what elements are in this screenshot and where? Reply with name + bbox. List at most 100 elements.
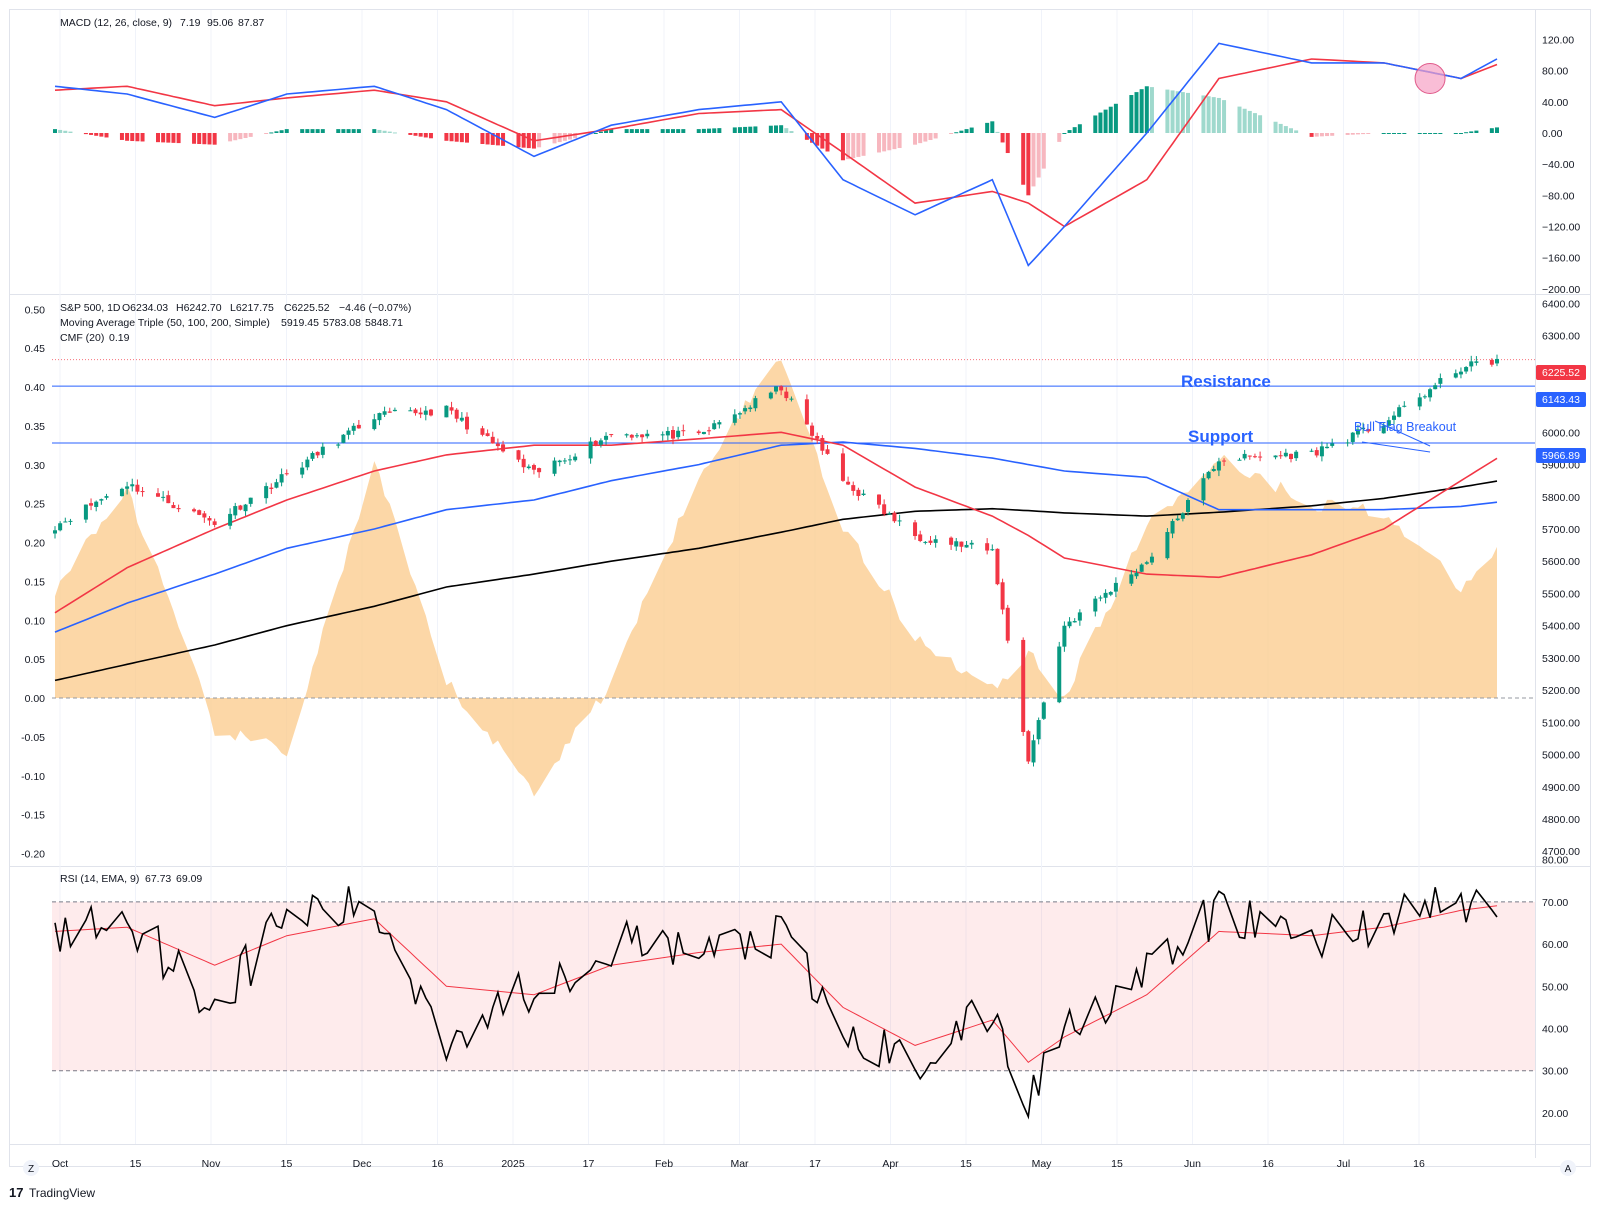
candle	[269, 483, 274, 494]
candle	[490, 431, 495, 444]
macd-hist-bar	[1041, 133, 1046, 169]
price-pane[interactable]: 6400.006300.006200.006100.006000.005900.…	[21, 298, 1586, 861]
macd-hist-bar	[1077, 124, 1082, 133]
bull-flag-drawing[interactable]	[1361, 420, 1431, 453]
candle	[94, 500, 99, 512]
macd-hist-bar	[1278, 123, 1283, 133]
cmf-tick: 0.25	[25, 499, 46, 511]
macd-hist-bar	[1355, 133, 1360, 135]
candle-body	[351, 425, 356, 431]
macd-tick: −80.00	[1542, 190, 1575, 202]
macd-pane[interactable]: 120.00 80.00 40.00 0.00 −40.00 −80.00 −120.00 −…	[53, 17, 1580, 296]
ma100-line	[54, 441, 1498, 633]
macd-hist-bar	[1206, 96, 1211, 133]
macd-hist-bar	[58, 129, 63, 133]
time-tick: 17	[809, 1158, 821, 1170]
rsi-ema-line	[54, 905, 1498, 1063]
candle-body	[1402, 405, 1407, 407]
candle-body	[1386, 420, 1391, 426]
candle	[428, 408, 433, 417]
macd-hist-bar	[1350, 133, 1355, 135]
macd-hist-bar	[645, 129, 650, 133]
candle	[1036, 717, 1041, 745]
z-button-label: Z	[28, 1164, 34, 1175]
candle	[408, 407, 413, 412]
bull-flag-label[interactable]: Bull Flag Breakout	[1354, 420, 1457, 434]
candle	[856, 487, 861, 501]
candle-body	[336, 444, 341, 446]
macd-hist-bar	[1036, 133, 1041, 178]
rsi-pane[interactable]: 80.00 70.00 60.00 50.00 40.00 30.00 20.00 RSI …	[52, 855, 1568, 1120]
candle-body	[851, 485, 856, 491]
macd-hist-bar	[1139, 89, 1144, 133]
candle-body	[387, 411, 392, 413]
candle	[1469, 355, 1474, 372]
candle-body	[1392, 415, 1396, 420]
candle	[1350, 431, 1355, 445]
candle	[634, 433, 639, 439]
candle	[320, 442, 325, 459]
candle	[624, 433, 629, 438]
candle-body	[568, 459, 572, 461]
candle-body	[1361, 427, 1366, 429]
a-button-label: A	[1565, 1164, 1572, 1175]
candle	[1289, 453, 1293, 463]
cmf-area	[55, 360, 1497, 797]
macd-hist-bar	[166, 133, 171, 143]
last-price-badge[interactable]: 6225.52	[1536, 365, 1586, 380]
candle-body	[1345, 442, 1350, 444]
macd-hist-bar	[1252, 113, 1257, 133]
candle	[372, 413, 377, 431]
candle-body	[768, 392, 773, 399]
macd-hist-bar	[707, 128, 712, 133]
candle-body	[104, 496, 109, 498]
candle-body	[341, 434, 346, 443]
tradingview-logo[interactable]: 17 TradingView	[9, 1185, 95, 1200]
rsi-tick: 70.00	[1542, 897, 1568, 909]
macd-hist-bar	[454, 133, 459, 142]
macd-hist-bar	[1433, 133, 1438, 134]
candle-body	[465, 416, 469, 430]
candle-body	[882, 504, 887, 515]
candle	[264, 482, 269, 504]
candle-body	[557, 460, 562, 463]
candle-body	[604, 435, 609, 440]
macd-hist-bar	[568, 133, 572, 140]
candle-body	[810, 425, 815, 436]
candle-body	[588, 441, 593, 459]
support-label[interactable]: Support	[1188, 427, 1253, 446]
time-tick: Feb	[655, 1158, 673, 1170]
flag-upper-line	[1374, 420, 1431, 447]
tradingview-logo-icon: 17	[9, 1185, 23, 1200]
candle-body	[985, 543, 990, 551]
candle-body	[928, 540, 933, 543]
macd-hist-bar	[753, 126, 758, 133]
time-tick: 17	[583, 1158, 595, 1170]
macd-hist-bar	[609, 129, 614, 133]
candle-body	[552, 460, 557, 474]
candle	[228, 508, 233, 530]
resistance-price-badge[interactable]: 6143.43	[1536, 392, 1586, 407]
macd-signal-line	[54, 58, 1498, 228]
high-value: H6242.70	[176, 302, 222, 314]
time-axis[interactable]: Oct 15 Nov 15 Dec 16 2025 17 Feb Mar 17 Apr 15 May 15 J…	[52, 1158, 1425, 1170]
macd-hist-bar	[284, 129, 289, 133]
macd-hist-bar	[413, 133, 418, 136]
price-tick: 5800.00	[1542, 492, 1580, 504]
macd-hist-bar	[784, 128, 789, 133]
low-value: L6217.75	[230, 302, 274, 314]
candle-body	[1289, 453, 1293, 460]
time-tick: 15	[281, 1158, 293, 1170]
candle-body	[382, 411, 387, 415]
macd-hist-bar	[336, 129, 341, 133]
open-value: O6234.03	[122, 302, 168, 314]
support-price-badge[interactable]: 5966.89	[1536, 448, 1586, 463]
z-button[interactable]: Z	[23, 1160, 39, 1176]
candle	[1026, 729, 1031, 764]
candle-body	[774, 386, 778, 392]
candle-body	[1129, 574, 1134, 584]
a-button[interactable]: A	[1560, 1160, 1576, 1176]
candle	[665, 426, 670, 441]
resistance-label[interactable]: Resistance	[1181, 372, 1271, 391]
